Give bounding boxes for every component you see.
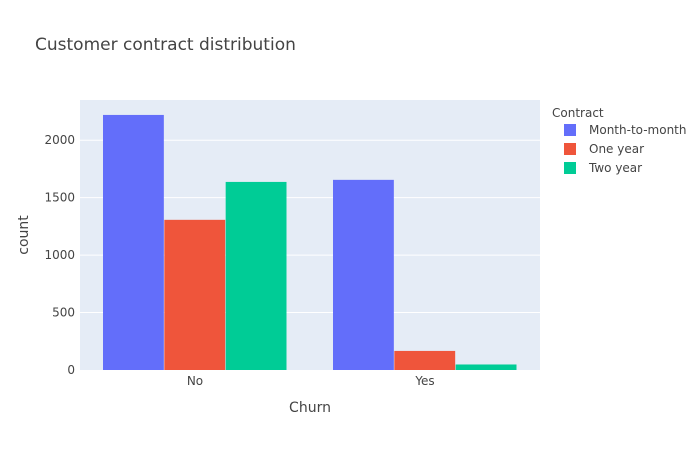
legend-item-month-to-month[interactable]: Month-to-month (564, 123, 687, 137)
legend-swatch (564, 162, 576, 174)
legend-title: Contract (552, 106, 604, 120)
bar-one-year-yes (394, 350, 456, 370)
bar-two-year-yes (455, 364, 517, 370)
bar-one-year-no (164, 219, 226, 370)
y-tick-label: 1000 (44, 248, 75, 262)
x-tick-label: No (187, 374, 203, 388)
y-tick-label: 2000 (44, 133, 75, 147)
bar-month-to-month-yes (333, 179, 394, 370)
legend: Contract Month-to-month One year Two year (552, 106, 687, 175)
x-tick-labels: No Yes (187, 374, 435, 388)
legend-item-one-year[interactable]: One year (564, 142, 644, 156)
legend-item-two-year[interactable]: Two year (564, 161, 642, 175)
y-tick-label: 1500 (44, 191, 75, 205)
x-axis-title: Churn (289, 400, 331, 416)
legend-label: One year (589, 142, 644, 156)
y-tick-label: 500 (52, 306, 75, 320)
x-tick-label: Yes (414, 374, 434, 388)
y-tick-label: 0 (67, 363, 75, 377)
legend-label: Two year (588, 161, 642, 175)
legend-swatch (564, 143, 576, 155)
y-axis-title: count (16, 215, 32, 255)
y-tick-labels: 0 500 1000 1500 2000 (44, 133, 75, 377)
chart-title: Customer contract distribution (35, 35, 296, 55)
legend-swatch (564, 124, 576, 136)
bars (103, 114, 517, 370)
legend-label: Month-to-month (589, 123, 687, 137)
bar-month-to-month-no (103, 114, 164, 370)
bar-two-year-no (225, 181, 287, 370)
